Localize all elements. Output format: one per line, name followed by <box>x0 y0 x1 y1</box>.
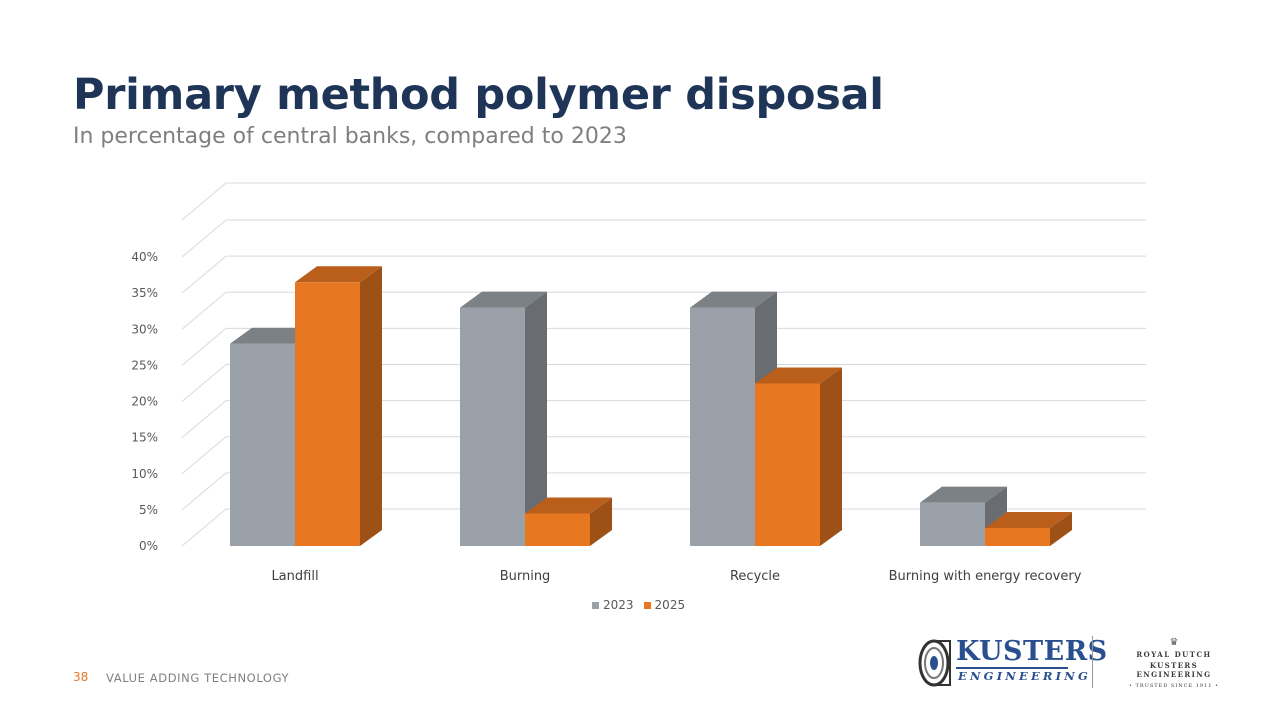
bar-2025-front <box>295 282 360 546</box>
y-tick-label: 30% <box>131 322 158 336</box>
x-tick-label: Burning with energy recovery <box>889 569 1082 584</box>
legend-swatch-2025 <box>643 601 651 609</box>
bar-2025-top <box>525 497 612 514</box>
bar-2023-top <box>920 486 1007 503</box>
legend-label-2023: 2023 <box>603 598 634 612</box>
chart-legend: 2023 2025 <box>592 598 685 612</box>
y-tick-label: 35% <box>131 286 158 300</box>
royal-line-1: ROYAL DUTCH <box>1136 650 1212 659</box>
royal-line-3: • TRUSTED SINCE 1911 • <box>1129 683 1219 689</box>
legend-swatch-2023 <box>592 601 599 609</box>
bar-2025-front <box>985 527 1050 546</box>
bar-2025-front <box>755 383 820 546</box>
y-tick-label: 15% <box>131 431 158 445</box>
bar-2025-top <box>295 266 382 283</box>
y-tick-label: 20% <box>131 395 158 409</box>
gridline-side <box>181 291 227 330</box>
bar-2025-side <box>360 266 382 546</box>
gridline-side <box>181 255 227 294</box>
bar-2023-front <box>690 307 755 546</box>
y-tick-label: 10% <box>131 467 158 481</box>
slide-subtitle: In percentage of central banks, compared… <box>73 124 627 149</box>
bar-chart: 0% 5% 10% 15% 20% 25% 30% 35% 40% Landfill Burning… <box>131 182 1146 584</box>
bar-2025-top <box>985 511 1072 528</box>
bar-2023-front <box>230 343 295 546</box>
gridline-side <box>181 436 227 475</box>
gridline-side <box>181 508 227 547</box>
logo-rule <box>956 667 1068 669</box>
bar-2025-side <box>820 367 842 546</box>
bar-2023-front <box>460 307 525 546</box>
bar-2025-side <box>590 497 612 546</box>
royal-dutch-badge: ♛ ROYAL DUTCH KUSTERS ENGINEERING • TRUS… <box>1112 637 1236 690</box>
x-tick-label: Landfill <box>271 569 318 584</box>
x-tick-label: Recycle <box>730 569 780 584</box>
y-tick-label: 5% <box>139 503 158 517</box>
gridline-side <box>181 472 227 511</box>
gridline-side <box>181 400 227 439</box>
logo-wordmark: KUSTERS <box>956 636 1108 667</box>
logo-divider <box>1092 636 1093 688</box>
bar-2025-front <box>525 513 590 546</box>
slide-title: Primary method polymer disposal <box>73 70 884 120</box>
kusters-roll-icon <box>918 639 951 687</box>
gridline-side <box>181 219 227 258</box>
y-tick-label: 25% <box>131 358 158 372</box>
crown-icon: ♛ <box>1169 637 1179 648</box>
y-tick-label: 0% <box>139 539 158 553</box>
gridline-side <box>181 364 227 402</box>
bar-2023-top <box>460 291 547 308</box>
gridline-side <box>181 327 227 366</box>
page-number: 38 <box>73 670 89 684</box>
bar-2023-front <box>920 502 985 546</box>
footer-tagline: VALUE ADDING TECHNOLOGY <box>106 671 290 685</box>
y-tick-label: 40% <box>131 250 158 264</box>
logo-subword: ENGINEERING <box>958 669 1091 683</box>
gridline-side <box>181 182 227 221</box>
royal-line-2: KUSTERS ENGINEERING <box>1136 661 1212 679</box>
bar-2023-top <box>690 291 777 308</box>
bar-2023-side <box>525 291 547 546</box>
x-tick-label: Burning <box>500 569 551 584</box>
legend-label-2025: 2025 <box>654 598 686 612</box>
legend-item-2025: 2025 <box>643 598 686 612</box>
bar-2025-side <box>1050 511 1072 546</box>
bar-2025-top <box>755 367 842 384</box>
legend-item-2023: 2023 <box>592 598 634 612</box>
